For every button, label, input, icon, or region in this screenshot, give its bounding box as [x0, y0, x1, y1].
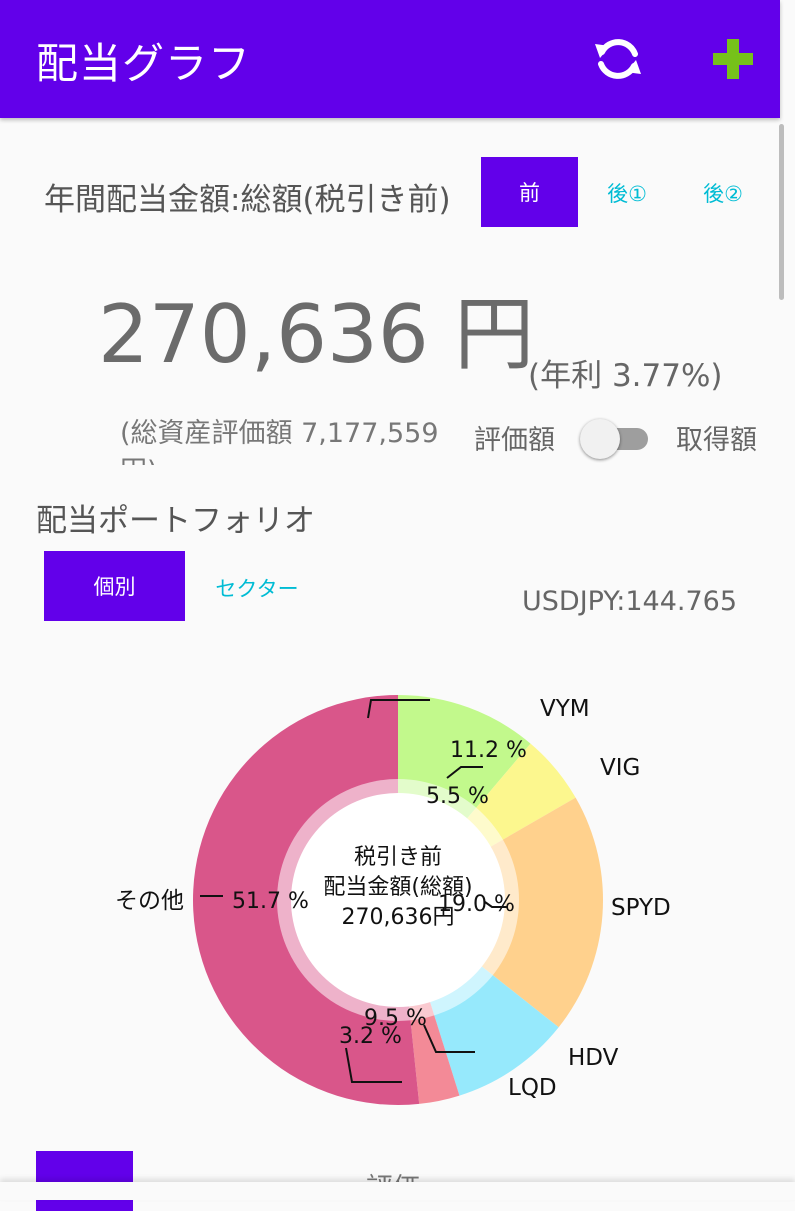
slice-leader-line	[345, 1047, 402, 1083]
slice-percent-label: 11.2 %	[450, 738, 527, 763]
tab-individual[interactable]: 個別	[44, 551, 185, 621]
dividend-portfolio-donut-chart: 税引き前 配当金額(総額) 270,636円 11.2 % VYM 5.5 % VIG…	[115, 695, 671, 1105]
annual-total-amount: 270,636 円	[98, 288, 535, 381]
center-label-line-1: 税引き前	[354, 845, 442, 870]
total-asset-value: (総資産評価額 7,177,559 円)	[120, 418, 439, 465]
slice-leader-line	[484, 901, 508, 908]
slice-percent-label: 9.5 %	[364, 1006, 427, 1031]
slice-percent-label: 51.7 %	[232, 889, 309, 914]
refresh-icon[interactable]	[592, 34, 644, 84]
valuation-toggle-switch[interactable]	[580, 419, 650, 459]
slice-percent-label: 5.5 %	[426, 784, 489, 809]
slice-name-label: HDV	[568, 1045, 619, 1071]
slice-name-label: LQD	[508, 1075, 557, 1101]
donut-hole	[291, 793, 505, 1007]
scrollbar-thumb[interactable]	[779, 124, 784, 300]
tab-after-tax-2[interactable]: 後②	[703, 182, 743, 206]
slice-name-label: その他	[115, 888, 184, 914]
slice-leader-line	[367, 699, 430, 719]
slice-percent-label: 19.0 %	[438, 892, 515, 917]
slice-name-label: VIG	[600, 755, 640, 781]
center-label-line-2: 配当金額(総額)	[323, 875, 472, 900]
slice-percent-label: 3.2 %	[339, 1024, 402, 1049]
slice-leader-line	[423, 1024, 475, 1053]
toggle-label-acquisition: 取得額	[676, 425, 757, 456]
tab-sector[interactable]: セクター	[215, 577, 299, 601]
toggle-label-valuation: 評価額	[474, 425, 555, 456]
tab-after-tax-1[interactable]: 後①	[607, 182, 647, 206]
slice-name-label: SPYD	[611, 895, 671, 921]
center-label-line-3: 270,636円	[342, 905, 455, 930]
switch-thumb[interactable]	[580, 419, 620, 459]
tab-before-tax[interactable]: 前	[481, 157, 578, 227]
slice-leader-line	[446, 766, 483, 779]
plus-icon[interactable]	[708, 34, 758, 84]
scrollbar[interactable]	[776, 118, 786, 300]
bottom-tab-button[interactable]	[36, 1151, 133, 1211]
app-bar: 配当グラフ	[0, 0, 780, 118]
annual-dividend-heading: 年間配当金額:総額(税引き前)	[44, 182, 451, 218]
portfolio-heading: 配当ポートフォリオ	[36, 503, 315, 539]
annual-yield: (年利 3.77%)	[528, 358, 723, 394]
slice-name-label: VYM	[540, 696, 590, 722]
app-title: 配当グラフ	[36, 39, 252, 88]
bottom-sheet-edge	[0, 1182, 795, 1200]
fx-rate: USDJPY:144.765	[522, 586, 737, 617]
